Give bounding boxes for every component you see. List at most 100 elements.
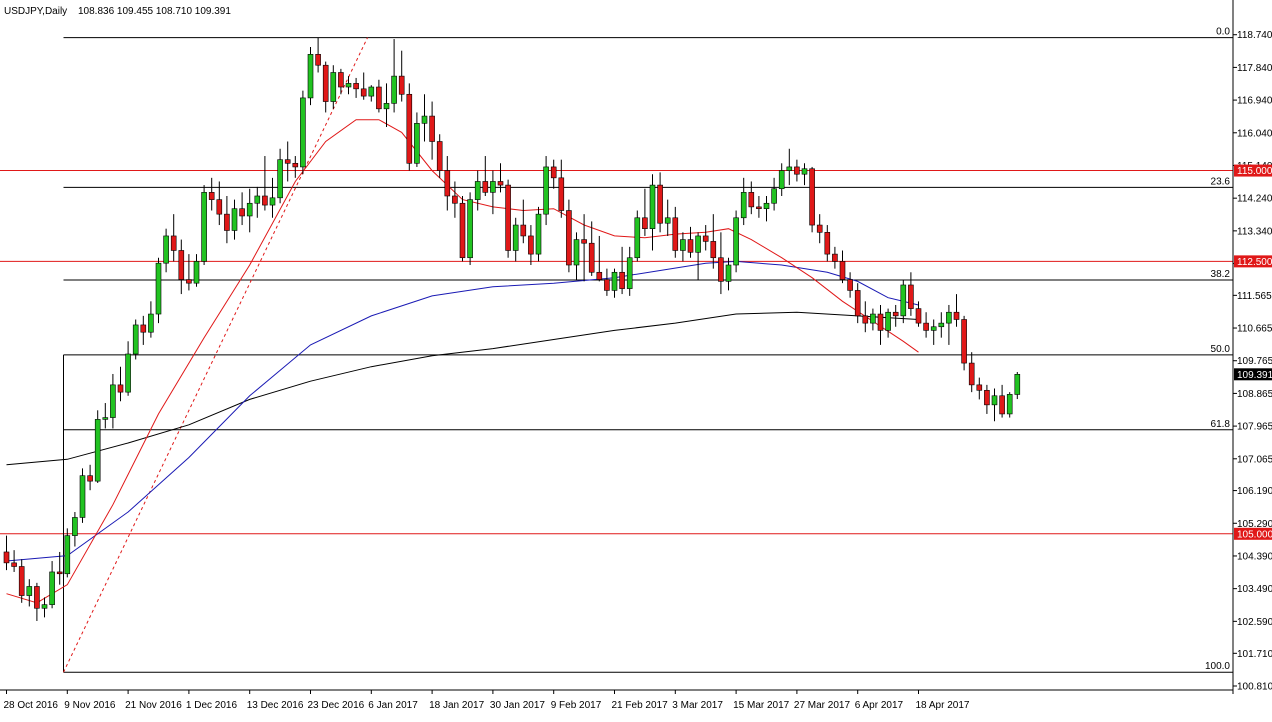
candle — [642, 188, 648, 236]
candle — [201, 185, 207, 266]
candle-body — [786, 166, 793, 171]
candle-body — [474, 181, 481, 200]
candle — [809, 166, 815, 233]
candle — [110, 373, 116, 429]
candle-body — [809, 168, 815, 226]
candle — [550, 159, 557, 189]
candle-body — [246, 202, 253, 217]
level-tag — [1234, 527, 1272, 540]
candle-body — [581, 239, 587, 244]
candle-body — [649, 184, 656, 229]
candle — [877, 304, 884, 345]
candle-body — [999, 395, 1005, 415]
candle-body — [201, 192, 207, 262]
candle-body — [604, 279, 610, 291]
candle — [284, 141, 291, 182]
price-tick-label: 102.590 — [1237, 617, 1272, 628]
candle-body — [908, 284, 914, 309]
candle-body — [132, 324, 139, 355]
candle — [224, 195, 230, 244]
candle — [1006, 392, 1013, 418]
candle — [908, 272, 914, 316]
candle-body — [915, 308, 922, 324]
candle — [429, 101, 435, 160]
candle-body — [923, 322, 929, 331]
candle — [786, 148, 793, 186]
fib-label: 38.2 — [1211, 269, 1231, 280]
fibonacci-levels: 0.0 23.6 38.2 50.0 61.8 100.0 — [63, 27, 1233, 673]
candle-body — [816, 224, 823, 233]
candle — [436, 134, 443, 178]
candle — [862, 301, 869, 333]
candle-body — [429, 115, 435, 142]
candle — [801, 163, 808, 186]
fib-label: 23.6 — [1211, 176, 1231, 187]
candle-body — [657, 184, 663, 224]
candle-body — [262, 195, 268, 206]
candle — [680, 232, 686, 262]
candle — [452, 181, 458, 218]
candle — [794, 159, 800, 182]
candle — [847, 272, 853, 298]
candle — [672, 206, 679, 258]
candle — [239, 192, 245, 226]
price-tick-label: 106.190 — [1237, 486, 1272, 497]
candle-body — [436, 141, 443, 171]
level-tag — [1234, 164, 1272, 177]
fib-label: 0.0 — [1216, 27, 1230, 38]
candle — [459, 195, 466, 262]
candle — [695, 232, 701, 280]
candle-body — [315, 54, 321, 66]
price-tick-label: 101.710 — [1237, 649, 1272, 660]
price-tick-label: 114.240 — [1237, 194, 1272, 205]
candle-body — [231, 208, 238, 231]
candle-body — [596, 271, 603, 280]
candle — [315, 37, 321, 73]
candle — [414, 112, 420, 167]
candle-body — [847, 279, 853, 291]
candle — [968, 352, 975, 393]
candle — [900, 279, 907, 324]
candle-body — [930, 326, 937, 331]
candle — [854, 283, 861, 324]
candle — [444, 156, 451, 211]
candle-body — [368, 86, 375, 97]
candle — [588, 221, 595, 276]
candle-body — [687, 239, 694, 253]
candle — [664, 199, 671, 236]
candle-body — [748, 192, 755, 208]
candle-body — [680, 239, 686, 251]
candle-body — [110, 384, 116, 418]
candle — [140, 315, 147, 345]
candle — [543, 156, 549, 226]
price-tick-label: 116.040 — [1237, 128, 1272, 139]
candle — [34, 582, 40, 621]
candle-body — [558, 177, 565, 211]
candle — [64, 528, 71, 578]
candle-body — [991, 395, 998, 406]
time-tick-label: 9 Feb 2017 — [551, 700, 602, 711]
candle-body — [72, 517, 78, 536]
candle-body — [414, 123, 420, 164]
candle-body — [186, 279, 192, 284]
candle-body — [619, 271, 625, 289]
chart-symbol-label: USDJPY,Daily — [4, 6, 67, 17]
candle — [163, 228, 169, 273]
time-tick-label: 15 Mar 2017 — [733, 700, 790, 711]
candle — [11, 550, 17, 572]
candle — [953, 294, 960, 327]
candle-body — [216, 199, 223, 215]
candle-body — [588, 242, 595, 273]
candle-body — [383, 103, 390, 110]
time-tick-label: 6 Jan 2017 — [368, 700, 418, 711]
candle-body — [391, 75, 397, 104]
candle — [915, 301, 922, 327]
candle — [497, 163, 504, 193]
time-tick-label: 3 Mar 2017 — [672, 700, 723, 711]
price-tick-label: 108.865 — [1237, 389, 1272, 400]
candle — [406, 83, 413, 171]
candle-body — [3, 551, 10, 564]
candle — [604, 268, 610, 296]
